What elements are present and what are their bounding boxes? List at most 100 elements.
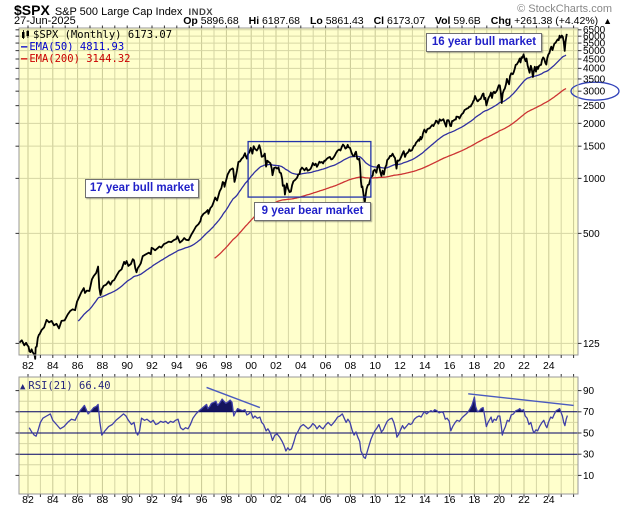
- year-axis-label: 88: [97, 360, 109, 372]
- year-axis-label: 00: [245, 494, 257, 506]
- legend-ema50: — EMA(50) 4811.93: [21, 42, 124, 53]
- year-axis-label: 82: [22, 360, 34, 372]
- year-axis-label: 22: [518, 494, 530, 506]
- year-axis-label: 04: [295, 360, 307, 372]
- price-axis-label: 2500: [583, 101, 606, 112]
- price-axis-label: 4000: [583, 64, 606, 75]
- year-axis-label: 98: [221, 494, 233, 506]
- rsi-line: [28, 396, 569, 460]
- price-axis-label: 3500: [583, 74, 606, 85]
- high-label: Hi: [248, 15, 260, 27]
- ohlc-quote-line: Op 5896.68 Hi 6187.68 Lo 5861.43 Cl 6173…: [176, 15, 612, 27]
- year-axis-label: 08: [345, 494, 357, 506]
- price-axis-label: 1000: [583, 174, 606, 185]
- symbol: $SPX: [14, 2, 50, 18]
- price-axis-label: 6000: [583, 32, 606, 43]
- price-axis-label: 2000: [583, 119, 606, 130]
- year-axis-label: 90: [121, 360, 133, 372]
- year-axis-label: 98: [221, 360, 233, 372]
- year-axis-label: 88: [97, 494, 109, 506]
- year-axis-label: 92: [146, 494, 158, 506]
- year-axis-label: 10: [369, 494, 381, 506]
- annotation-9-year-bear-market: 9 year bear market: [254, 202, 371, 221]
- year-axis-label: 12: [394, 494, 406, 506]
- low-value: 5861.43: [325, 15, 364, 27]
- rsi-trendline-2: [468, 393, 574, 407]
- open-label: Op: [183, 15, 198, 27]
- year-axis-label: 82: [22, 494, 34, 506]
- year-axis-label: 12: [394, 360, 406, 372]
- low-label: Lo: [309, 15, 323, 27]
- year-axis-label: 18: [469, 360, 481, 372]
- rsi-plot-bg: [19, 377, 578, 494]
- year-axis-label: 96: [196, 360, 208, 372]
- legend-rsi: ▲ RSI(21) 66.40: [20, 380, 111, 392]
- up-arrow-icon: ▲: [603, 16, 612, 26]
- price-axis-label: 5000: [583, 46, 606, 57]
- year-axis-label: 86: [72, 494, 84, 506]
- price-axis-label: 5500: [583, 38, 606, 49]
- volume-value: 59.6B: [453, 15, 481, 27]
- ema50-line-swatch: —: [21, 41, 28, 53]
- year-axis-label: 16: [444, 494, 456, 506]
- year-axis-label: 20: [493, 494, 505, 506]
- rsi-axis-label: 70: [583, 407, 595, 418]
- rsi-trendline-1: [206, 386, 261, 409]
- ema200-line-swatch: —: [21, 53, 28, 65]
- price-axis-label: 125: [583, 339, 600, 350]
- year-axis-label: 06: [320, 494, 332, 506]
- annotation-16-year-bull-market: 16 year bull market: [426, 33, 542, 52]
- candlestick-icon: [21, 30, 30, 39]
- stockcharts-credit: © StockCharts.com: [517, 3, 612, 15]
- rsi-axis-label: 10: [583, 471, 595, 482]
- year-axis-label: 02: [270, 494, 282, 506]
- price-axis-label: 500: [583, 229, 600, 240]
- year-axis-label: 18: [469, 494, 481, 506]
- index-name: S&P 500 Large Cap Index: [54, 6, 183, 18]
- legend-ema50-label: EMA(50) 4811.93: [29, 41, 125, 53]
- year-axis-label: 24: [543, 360, 555, 372]
- price-axis-label: 3000: [583, 87, 606, 98]
- year-axis-label: 24: [543, 494, 555, 506]
- price-axis-label: 1500: [583, 142, 606, 153]
- year-axis-label: 22: [518, 360, 530, 372]
- year-axis-label: 08: [345, 360, 357, 372]
- rsi-axis-label: 90: [583, 386, 595, 397]
- change-value: +261.38 (+4.42%): [514, 15, 599, 27]
- bear-market-rectangle: [247, 140, 372, 198]
- year-axis-label: 86: [72, 360, 84, 372]
- annotation-17-year-bull-market: 17 year bull market: [85, 179, 199, 198]
- year-axis-label: 90: [121, 494, 133, 506]
- year-axis-label: 84: [47, 494, 59, 506]
- legend-ema200: — EMA(200) 3144.32: [21, 54, 130, 65]
- rsi-axis-label: 30: [583, 450, 595, 461]
- year-axis-label: 16: [444, 360, 456, 372]
- year-axis-label: 96: [196, 494, 208, 506]
- legend-rsi-label: RSI(21) 66.40: [28, 380, 111, 392]
- change-label: Chg: [490, 15, 512, 27]
- chart-date: 27-Jun-2025: [14, 15, 76, 27]
- year-axis-label: 04: [295, 494, 307, 506]
- ema50-line: [77, 54, 567, 322]
- year-axis-label: 02: [270, 360, 282, 372]
- ellipse-annotation-3000: [570, 81, 620, 101]
- price-axis-label: 6500: [583, 25, 606, 36]
- price-line: [18, 33, 568, 360]
- high-value: 6187.68: [262, 15, 301, 27]
- close-value: 6173.07: [387, 15, 425, 27]
- year-axis-label: 94: [171, 360, 183, 372]
- legend-spx-label: $SPX (Monthly) 6173.07: [33, 29, 173, 41]
- year-axis-label: 14: [419, 360, 431, 372]
- year-axis-label: 06: [320, 360, 332, 372]
- open-value: 5896.68: [200, 15, 239, 27]
- year-axis-label: 92: [146, 360, 158, 372]
- year-axis-label: 84: [47, 360, 59, 372]
- legend-ema200-label: EMA(200) 3144.32: [29, 53, 131, 65]
- exchange-label: INDX: [188, 7, 214, 18]
- year-axis-label: 94: [171, 494, 183, 506]
- legend-spx: $SPX (Monthly) 6173.07: [21, 30, 172, 41]
- rsi-axis-label: 50: [583, 428, 595, 439]
- year-axis-label: 10: [369, 360, 381, 372]
